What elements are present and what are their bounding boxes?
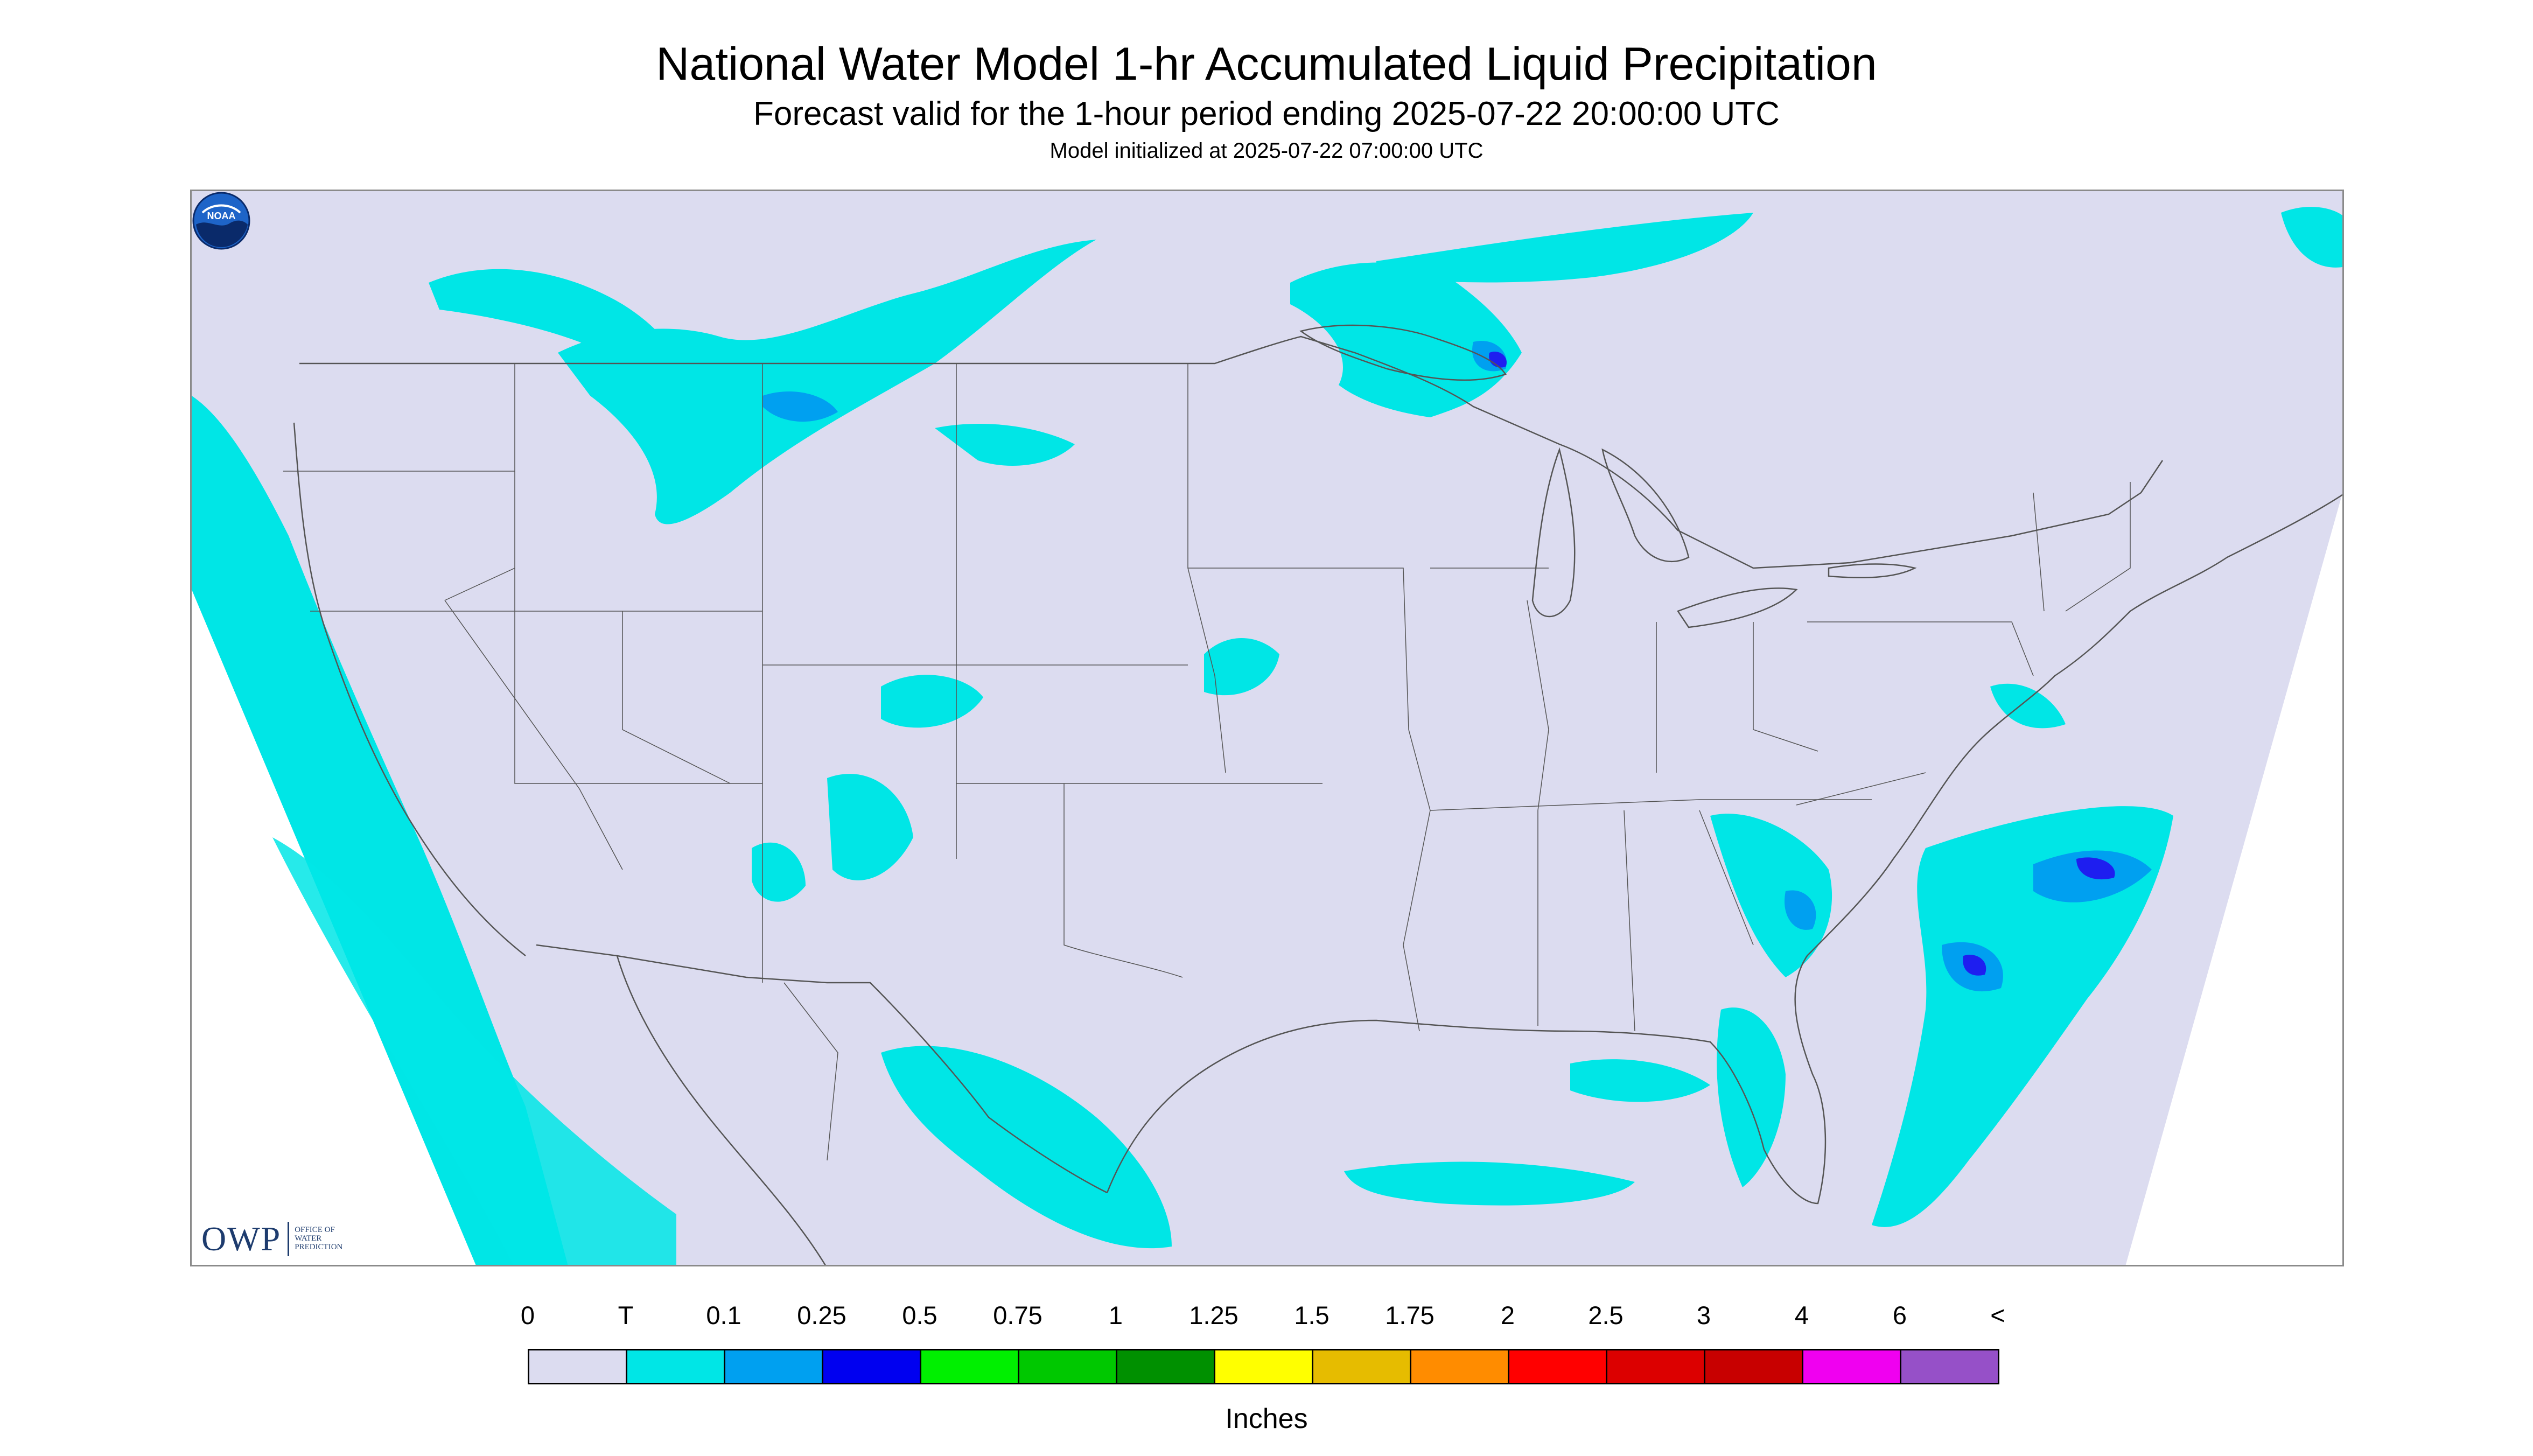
colorbar-swatch	[528, 1349, 627, 1384]
precip-cells-florida	[1717, 1007, 1786, 1187]
colorbar-swatch	[626, 1349, 725, 1384]
precip-cells-carolina-medium	[1785, 890, 1816, 930]
colorbar-swatch	[920, 1349, 1019, 1384]
noaa-logo-text: NOAA	[207, 211, 236, 221]
lake-huron-shore	[1601, 448, 1690, 563]
precip-cells-nebraska	[1204, 638, 1279, 696]
colorbar-swatch	[822, 1349, 921, 1384]
colorbar-swatch	[1214, 1349, 1313, 1384]
precip-cells-new-mexico	[827, 774, 913, 880]
state-boundaries	[283, 363, 2131, 1161]
political-boundaries	[293, 324, 2342, 1265]
model-initialized-label: Model initialized at 2025-07-22 07:00:00…	[1049, 139, 1484, 163]
colorbar-swatch	[1508, 1349, 1607, 1384]
precip-cells-montana-medium	[762, 391, 838, 422]
gulf-coastline	[1106, 955, 1827, 1205]
precip-band-lake-superior	[1290, 262, 1522, 417]
precip-cells-colorado	[881, 675, 983, 728]
owp-logo: OWP OFFICE OF WATER PREDICTION	[201, 1222, 359, 1256]
noaa-logo: NOAA	[192, 192, 250, 250]
colorbar-tick-label: 0.5	[902, 1301, 937, 1329]
precipitation-map: OWP OFFICE OF WATER PREDICTION NOAA	[190, 190, 2344, 1266]
atlantic-coastline	[1807, 494, 2342, 956]
colorbar-tick-label: 0.75	[993, 1301, 1042, 1329]
colorbar-tick-label: T	[618, 1301, 634, 1329]
colorbar-tick-label: 1.25	[1189, 1301, 1238, 1329]
colorbar-swatch	[1312, 1349, 1411, 1384]
colorbar-tick-label: 2	[1500, 1301, 1515, 1329]
precip-cells-quebec	[2281, 207, 2342, 268]
us-mexico-border	[536, 944, 1108, 1194]
precip-cells-gulf	[1344, 1161, 1635, 1206]
precip-cells-atlantic	[1872, 806, 2173, 1227]
colorbar-tick-label: 0.1	[706, 1301, 741, 1329]
colorbar-swatch	[1410, 1349, 1509, 1384]
precip-cells-arizona	[752, 842, 806, 902]
colorbar-tick-label: <	[1990, 1301, 2005, 1329]
precip-cells-atlantic-heavy-2	[1963, 955, 1986, 976]
colorbar-swatch	[1606, 1349, 1705, 1384]
precip-cells-georgia-carolina	[1710, 814, 1832, 977]
precip-band-dakotas	[935, 423, 1075, 466]
colorbar-swatch	[1802, 1349, 1901, 1384]
us-canada-border	[299, 335, 2164, 569]
colorbar-tick-label: 1.5	[1294, 1301, 1330, 1329]
colorbar-tick-label: 4	[1794, 1301, 1809, 1329]
colorbar-swatch	[724, 1349, 823, 1384]
owp-logo-text: OFFICE OF WATER PREDICTION	[295, 1226, 343, 1251]
precip-cells-mid-atlantic	[1990, 683, 2066, 729]
precip-band-ontario	[1376, 213, 1753, 283]
colorbar-swatch	[1018, 1349, 1117, 1384]
map-canvas	[192, 191, 2342, 1265]
precip-cells-baja	[272, 837, 676, 1265]
colorbar-swatch	[1116, 1349, 1215, 1384]
gulf-of-california-coast	[616, 955, 826, 1265]
colorbar-units-label: Inches	[1225, 1403, 1308, 1434]
owp-logo-mark: OWP	[201, 1222, 290, 1256]
pacific-coastline	[293, 422, 526, 956]
precip-cells-gulf-central	[1570, 1059, 1710, 1102]
colorbar-swatch	[1704, 1349, 1803, 1384]
map-title: National Water Model 1-hr Accumulated Li…	[656, 38, 1877, 90]
colorbar-tick-label: 2.5	[1588, 1301, 1624, 1329]
colorbar-tick-label: 1.75	[1385, 1301, 1435, 1329]
colorbar-tick-label: 0.25	[797, 1301, 846, 1329]
precip-layer-0.25-in	[1489, 352, 2115, 976]
colorbar-tick-label: 0	[520, 1301, 535, 1329]
precip-band-montana	[558, 240, 1096, 524]
lake-ontario-shore	[1828, 563, 1917, 579]
precip-cells-mexico	[881, 1046, 1172, 1249]
lake-superior-shore	[1299, 324, 1507, 381]
lake-erie-shore	[1677, 587, 1798, 628]
forecast-valid-subtitle: Forecast valid for the 1-hour period end…	[753, 95, 1780, 132]
colorbar-tick-label: 6	[1892, 1301, 1907, 1329]
colorbar-swatch	[1900, 1349, 1999, 1384]
precip-layer-trace	[192, 207, 2342, 1265]
lake-michigan-shore	[1531, 447, 1576, 618]
precip-cells-atlantic-heavy	[2076, 857, 2115, 880]
colorbar-tick-label: 3	[1696, 1301, 1711, 1329]
colorbar-tick-label: 1	[1108, 1301, 1123, 1329]
